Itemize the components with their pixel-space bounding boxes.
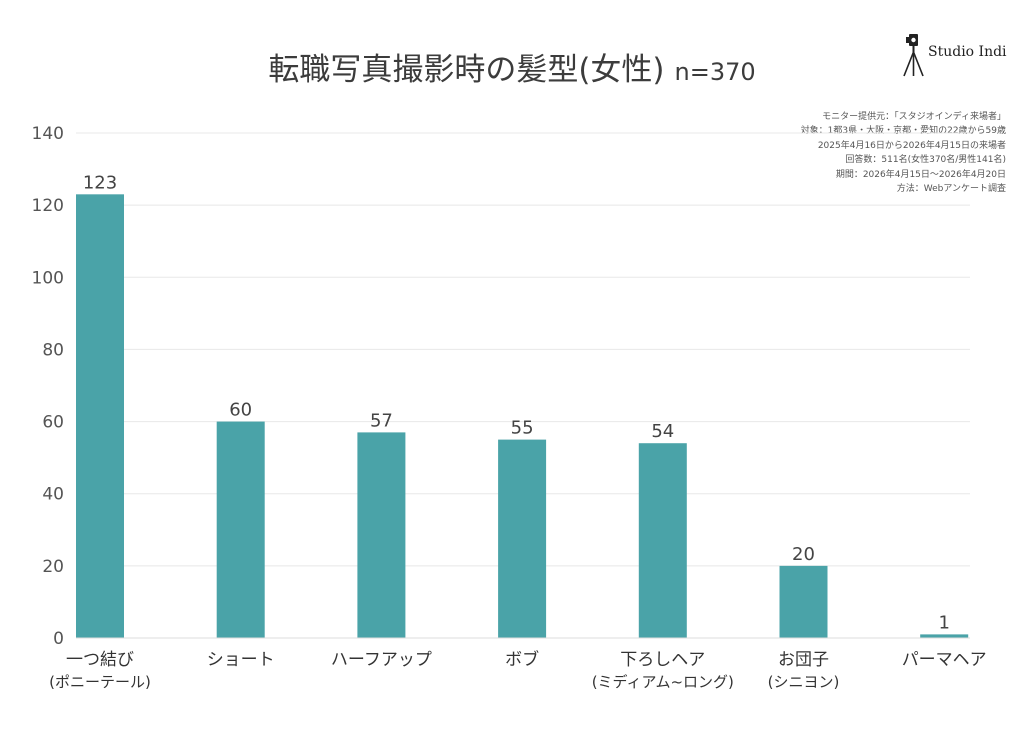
x-tick-sublabel: (ポニーテール) — [49, 673, 151, 691]
y-tick-label: 100 — [32, 268, 64, 288]
data-label: 57 — [370, 410, 393, 431]
bar — [357, 432, 406, 638]
bars: 123 60 57 55 54 20 1 — [76, 172, 969, 639]
note-line: 2025年4月16日から2026年4月15日の来場者 — [817, 140, 1006, 151]
bar — [76, 194, 124, 639]
note-line: 期間：2026年4月15日〜2026年4月20日 — [835, 169, 1006, 180]
note-line: 回答数：511名(女性370名/男性141名) — [845, 155, 1006, 166]
x-tick-label: パーマヘア — [902, 650, 987, 670]
y-tick-label: 20 — [42, 557, 64, 577]
bar — [920, 634, 969, 638]
bar — [779, 565, 828, 638]
x-tick-label: ボブ — [505, 649, 539, 670]
survey-notes: モニター提供元：「スタジオインディ来場者」 対象：1都3県・大阪・京都・愛知の2… — [801, 110, 1006, 196]
data-label: 54 — [651, 421, 674, 442]
y-axis: 0 20 40 60 80 100 120 140 — [32, 124, 64, 649]
x-tick-label: 下ろしヘア — [620, 650, 705, 670]
y-tick-label: 80 — [42, 340, 64, 360]
x-tick-label: ショート — [207, 650, 275, 670]
data-label: 20 — [792, 544, 815, 565]
x-tick-label: お団子 — [778, 650, 829, 670]
sample-size: n=370 — [674, 58, 756, 86]
logo-text: Studio Indi — [928, 44, 1007, 60]
studio-logo: Studio Indi — [900, 32, 1010, 78]
data-label: 1 — [938, 612, 949, 633]
note-line: 対象：1都3県・大阪・京都・愛知の22歳から59歳 — [800, 126, 1006, 137]
bar — [216, 421, 265, 638]
data-label: 60 — [229, 400, 252, 421]
data-label: 55 — [511, 418, 534, 439]
chart-title: 転職写真撮影時の髪型(女性) n=370 — [0, 44, 1024, 89]
y-tick-label: 0 — [53, 629, 64, 649]
x-tick-label: ハーフアップ — [331, 650, 432, 670]
y-tick-label: 120 — [32, 196, 64, 216]
note-line: 方法：Webアンケート調査 — [896, 184, 1006, 195]
note-line: モニター提供元：「スタジオインディ来場者」 — [822, 112, 1006, 122]
x-tick-sublabel: (ミディアム~ロング) — [592, 673, 734, 691]
y-tick-label: 40 — [42, 485, 64, 505]
y-tick-label: 140 — [32, 124, 64, 144]
x-tick-label: 一つ結び — [66, 650, 134, 670]
x-axis: 一つ結び (ポニーテール) ショート ハーフアップ ボブ 下ろしヘア (ミディアム~ロング)… — [49, 637, 987, 691]
data-label: 123 — [83, 172, 117, 193]
camera-tripod-icon — [903, 34, 924, 77]
bar — [498, 439, 547, 638]
title-text: 転職写真撮影時の髪型(女性) — [268, 52, 665, 88]
y-tick-label: 60 — [42, 413, 64, 433]
bar — [638, 443, 687, 638]
x-tick-sublabel: (シニヨン) — [768, 673, 840, 691]
